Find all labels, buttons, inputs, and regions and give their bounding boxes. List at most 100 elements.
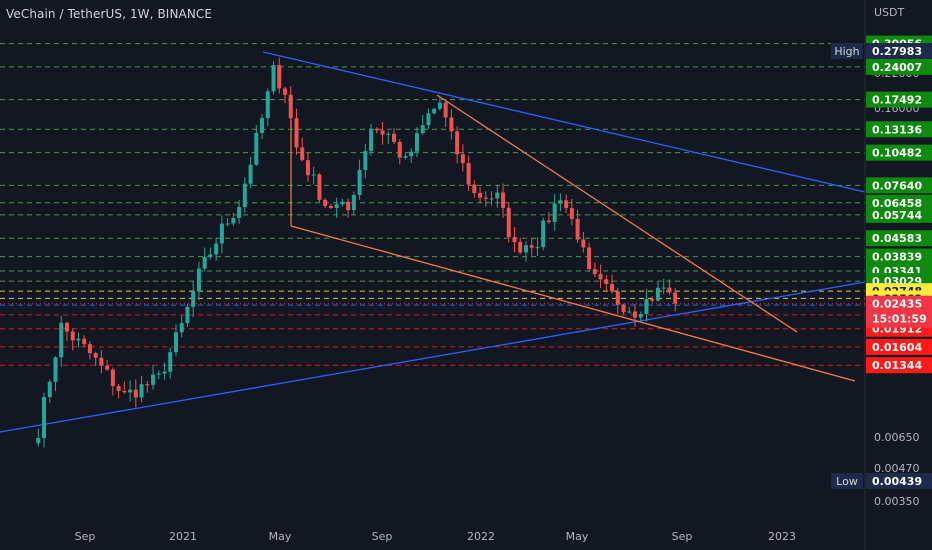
candles	[36, 57, 678, 448]
candle-107	[650, 296, 655, 303]
low-marker: Low 0.00439	[831, 473, 932, 489]
svg-text:0.03839: 0.03839	[872, 251, 922, 264]
candle-87	[535, 237, 540, 257]
candle-16	[128, 380, 133, 402]
x-tick-label-2: May	[269, 530, 292, 543]
level-tag-2: 0.17492	[866, 91, 932, 108]
candle-26	[185, 303, 190, 327]
svg-text:0.24007: 0.24007	[872, 61, 922, 74]
x-axis: Sep 2021 May Sep 2022 May Sep 2023	[75, 530, 796, 543]
candle-104	[633, 304, 637, 327]
candle-102	[621, 303, 626, 315]
level-tag-3: 0.13136	[866, 121, 932, 138]
candle-57	[363, 143, 368, 179]
candle-40	[265, 88, 270, 126]
candle-42	[277, 57, 282, 94]
candle-85	[523, 241, 528, 262]
x-tick-label-0: Sep	[75, 530, 96, 543]
level-tag-4: 0.10482	[866, 144, 932, 161]
x-tick-label-1: 2021	[169, 530, 197, 543]
candle-61	[386, 131, 391, 145]
trendlines	[0, 51, 866, 433]
candle-25	[179, 315, 184, 338]
candle-80	[495, 184, 500, 208]
candle-41	[271, 61, 276, 95]
candle-45	[294, 108, 299, 155]
candle-47	[305, 152, 310, 182]
candle-6	[70, 328, 75, 351]
svg-text:0.10482: 0.10482	[872, 147, 922, 160]
candle-81	[501, 183, 506, 219]
candle-99	[604, 275, 609, 292]
candle-30	[208, 247, 213, 260]
candle-84	[518, 237, 523, 255]
candle-73	[455, 126, 460, 164]
level-tag-9: 0.03839	[866, 248, 932, 265]
level-tag-8: 0.04583	[866, 230, 932, 247]
candle-108	[655, 280, 660, 302]
candle-67	[420, 114, 425, 135]
candle-79	[489, 191, 494, 206]
candle-3	[53, 356, 58, 392]
candle-34	[231, 212, 236, 227]
candle-88	[541, 217, 546, 251]
candle-93	[569, 198, 574, 226]
candle-51	[328, 204, 333, 210]
candle-74	[460, 144, 465, 172]
candle-63	[397, 138, 402, 165]
high-marker-value: 0.27983	[872, 45, 922, 58]
candle-7	[76, 332, 81, 348]
current-price-tag: 0.02435 15:01:59	[0, 295, 932, 328]
candle-49	[317, 173, 322, 203]
candle-110	[667, 279, 672, 295]
x-tick-label-4: 2022	[467, 530, 495, 543]
candle-60	[380, 121, 385, 145]
svg-text:0.06458: 0.06458	[872, 197, 922, 210]
horizontal-levels	[0, 43, 865, 366]
candle-95	[581, 232, 586, 253]
candle-92	[564, 194, 569, 214]
current-price-value: 0.02435	[872, 298, 922, 311]
candle-44	[288, 86, 293, 128]
candle-13	[110, 367, 115, 396]
candle-75	[466, 155, 471, 191]
candle-8	[82, 335, 87, 348]
level-tag-5: 0.07640	[866, 177, 932, 194]
candle-56	[357, 159, 362, 200]
level-tag-6: 0.06458	[866, 194, 932, 211]
svg-text:0.13136: 0.13136	[872, 123, 922, 136]
candle-50	[323, 198, 328, 208]
y-axis-currency: USDT	[874, 6, 905, 19]
x-tick-label-5: May	[566, 530, 589, 543]
svg-text:0.05744: 0.05744	[872, 209, 922, 222]
candle-111	[673, 288, 678, 312]
candle-101	[615, 287, 620, 315]
svg-text:0.17492: 0.17492	[872, 94, 922, 107]
low-marker-value: 0.00439	[872, 475, 922, 488]
candle-4	[59, 315, 64, 367]
candle-24	[173, 324, 178, 357]
candle-23	[168, 347, 173, 379]
candle-65	[409, 148, 414, 164]
svg-text:0.04583: 0.04583	[872, 232, 922, 245]
candle-20	[151, 365, 156, 390]
level-tag-18: 0.01344	[866, 357, 932, 374]
candle-31	[214, 237, 219, 261]
candle-59	[374, 127, 379, 134]
price-tags: 0.300560.240070.174920.131360.104820.076…	[0, 35, 932, 489]
trendline-upper	[262, 51, 866, 193]
high-marker: High 0.27983	[831, 43, 932, 59]
candle-54	[346, 198, 351, 218]
candle-98	[598, 264, 603, 288]
candle-77	[478, 187, 483, 204]
candle-76	[472, 180, 477, 198]
candle-97	[592, 262, 597, 278]
candle-36	[242, 177, 247, 213]
candle-52	[334, 197, 339, 218]
high-marker-label: High	[834, 45, 859, 58]
candle-22	[162, 362, 167, 380]
candle-10	[93, 351, 98, 366]
candle-94	[575, 209, 580, 244]
